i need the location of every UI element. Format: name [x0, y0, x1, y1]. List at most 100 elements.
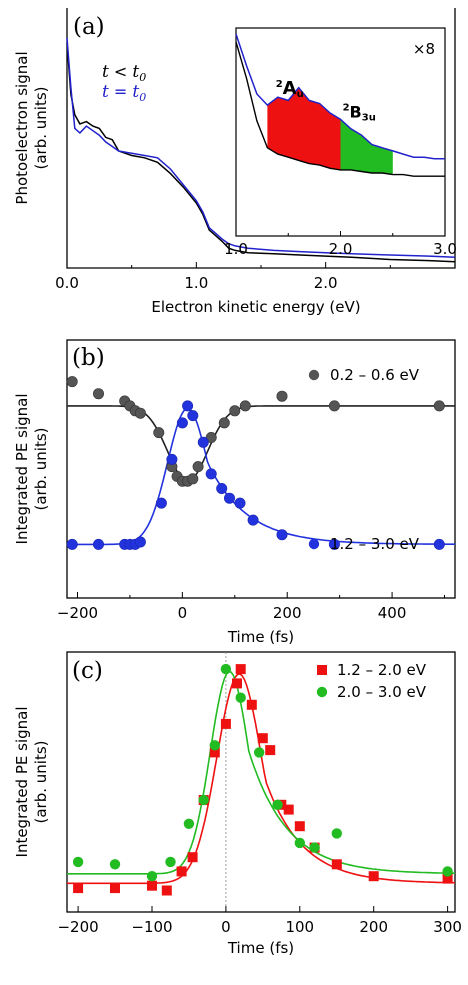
data-point-1 [93, 538, 105, 550]
legend-entry: t < t0 [102, 62, 146, 84]
data-point-1 [176, 417, 188, 429]
data-point-1 [166, 453, 178, 465]
data-point-0 [331, 859, 342, 870]
axes-frame [66, 651, 456, 913]
inset-line-t0 [235, 33, 445, 160]
data-point-1 [109, 859, 121, 870]
x-tick-label: 0 [178, 604, 188, 622]
data-point-0 [276, 390, 288, 402]
x-tick-label: 400 [378, 604, 407, 622]
data-point-1 [272, 799, 283, 810]
fit-curve-0 [67, 673, 455, 885]
data-point-0 [442, 873, 453, 884]
data-point-1 [247, 514, 259, 526]
inset-x-tick-label: 2.0 [329, 240, 353, 258]
band-2Au-fill [267, 87, 341, 170]
panel-label: (a) [73, 14, 105, 40]
data-point-0 [433, 400, 445, 412]
data-point-0 [147, 880, 157, 891]
data-point-0 [93, 388, 105, 400]
legend-marker [317, 665, 327, 675]
fit-curve-0 [67, 405, 455, 482]
x-tick-label: 200 [359, 918, 388, 936]
data-point-1 [182, 400, 194, 412]
data-point-0 [229, 405, 241, 417]
inset-multiplier: ×8 [413, 40, 435, 58]
data-point-1 [216, 482, 228, 494]
data-point-1 [205, 468, 217, 480]
legend-label: 1.2 – 3.0 eV [330, 535, 420, 553]
data-point-0 [220, 718, 231, 729]
data-point-1 [66, 538, 78, 550]
y-axis-label: Integrated PE signal(arb. units) [13, 394, 50, 545]
data-point-0 [153, 427, 165, 439]
data-point-0 [209, 747, 220, 758]
inset-line-before [235, 41, 445, 177]
legend-marker [316, 686, 328, 698]
data-point-0 [205, 431, 217, 443]
legend-label: 2.0 – 3.0 eV [337, 683, 427, 701]
data-point-1 [197, 436, 209, 448]
band-2B3u-fill [340, 119, 393, 175]
panel-label: (b) [72, 345, 105, 371]
data-point-1 [442, 866, 453, 877]
inset-x-tick-label: 3.0 [433, 240, 457, 258]
data-point-1 [235, 692, 246, 703]
data-point-1 [72, 856, 84, 868]
data-point-0 [246, 699, 257, 710]
x-tick-label: −200 [57, 918, 98, 936]
x-tick-label: 2.0 [314, 274, 338, 292]
x-tick-label: 100 [285, 918, 314, 936]
x-tick-label: −200 [57, 604, 98, 622]
legend-label: 0.2 – 0.6 eV [330, 366, 420, 384]
data-point-1 [276, 529, 288, 541]
legend-label: 1.2 – 2.0 eV [337, 661, 427, 679]
data-point-1 [234, 497, 246, 509]
x-tick-label: −100 [131, 918, 172, 936]
data-point-1 [220, 663, 232, 675]
data-point-0 [66, 376, 78, 388]
data-point-1 [309, 842, 320, 853]
data-point-1 [183, 818, 195, 829]
data-point-1 [134, 536, 146, 548]
data-point-1 [328, 538, 340, 550]
legend-marker [308, 369, 320, 381]
panel-label: (c) [72, 658, 103, 684]
data-point-0 [187, 473, 199, 485]
panel-a: 0.0 1.0 2.0 Electron kinetic energy (eV) Pho… [13, 8, 457, 316]
data-point-0 [239, 400, 251, 412]
data-point-0 [283, 804, 294, 815]
data-point-0 [161, 885, 172, 896]
data-point-0 [232, 678, 242, 689]
y-axis-label: Photoelectron signal(arb. units) [13, 51, 50, 204]
data-point-0 [187, 852, 198, 863]
x-tick-label: 0.0 [55, 274, 79, 292]
series-line-t0 [66, 37, 456, 258]
band-label-2Au: 2Au [276, 78, 304, 100]
data-point-1 [254, 747, 265, 758]
data-point-0 [110, 883, 120, 894]
data-point-1 [331, 828, 342, 839]
series-line-before [66, 42, 456, 263]
axes-frame [66, 339, 456, 599]
data-point-1 [224, 492, 236, 504]
y-axis-label: Integrated PE signal(arb. units) [13, 707, 50, 858]
data-point-0 [235, 664, 246, 675]
x-tick-label: 200 [273, 604, 302, 622]
panel-c: −200 −100 0 100 200 300 Time (fs) Integrated PE… [13, 651, 462, 957]
fit-curve-1 [67, 407, 455, 546]
data-point-0 [328, 400, 340, 412]
inset-x-tick-label: 1.0 [224, 240, 248, 258]
data-point-0 [265, 745, 276, 756]
data-point-0 [368, 871, 379, 882]
data-point-0 [176, 866, 187, 877]
data-point-1 [146, 871, 158, 882]
x-axis-label: Time (fs) [227, 628, 294, 646]
data-point-1 [155, 497, 167, 509]
data-point-0 [192, 461, 204, 473]
data-point-0 [294, 821, 305, 832]
data-point-0 [73, 883, 84, 894]
x-tick-label: 1.0 [184, 274, 208, 292]
data-point-1 [209, 740, 220, 751]
x-axis-label: Electron kinetic energy (eV) [151, 298, 360, 316]
